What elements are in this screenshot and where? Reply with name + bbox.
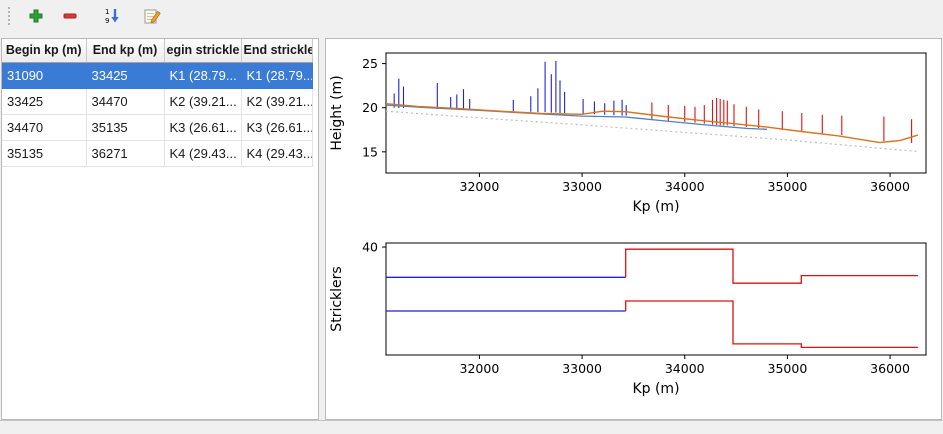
table-cell[interactable]: 35135 [86, 114, 165, 141]
y-axis-label: Height (m) [329, 75, 345, 150]
table-head-row: Begin kp (m) End kp (m) egin strickle End s… [2, 39, 313, 63]
strickler-flood-red [625, 300, 918, 349]
table-cell[interactable]: 36271 [86, 140, 165, 167]
y-tick-label: 40 [362, 240, 378, 255]
x-tick-label: 32000 [460, 361, 500, 376]
reference-line-dotted [385, 110, 918, 153]
table-body: 31090 33425 K1 (28.79... K1 (28.79... 33425 3… [2, 62, 313, 167]
table-cell[interactable]: K4 (29.43... [164, 140, 242, 167]
height-profile-chart: 32000 33000 34000 35000 36000 15 20 25 Kp (m) Hei… [329, 52, 927, 215]
stricklers-table: Begin kp (m) End kp (m) egin strickle End s… [2, 39, 313, 167]
remove-row-button[interactable] [57, 3, 83, 29]
column-header[interactable]: egin strickle [164, 39, 242, 63]
x-tick-label: 34000 [665, 179, 705, 194]
table-cell[interactable]: K3 (26.61... [164, 114, 242, 141]
x-tick-label: 35000 [768, 179, 808, 194]
table-row[interactable]: 33425 34470 K2 (39.21... K2 (39.21... [2, 88, 313, 115]
table-row[interactable]: 34470 35135 K3 (26.61... K3 (26.61... [2, 114, 313, 141]
column-header[interactable]: End strickler [241, 39, 313, 63]
table-cell[interactable]: K3 (26.61... [241, 114, 313, 141]
plot-area [385, 242, 927, 356]
y-axis-label: Stricklers [329, 266, 345, 331]
x-tick-label: 33000 [562, 179, 602, 194]
stricklers-table-panel: Begin kp (m) End kp (m) egin strickle End s… [1, 38, 319, 420]
y-tick-label: 20 [362, 100, 378, 115]
y-tick-label: 25 [362, 56, 378, 71]
profile-line-blue [385, 104, 767, 130]
x-tick-label: 35000 [768, 361, 808, 376]
status-bar [0, 420, 943, 434]
table-cell[interactable]: 33425 [2, 88, 87, 115]
remove-icon [63, 13, 77, 19]
toolbar: 1 9 [0, 0, 943, 32]
y-tick-label: 15 [362, 144, 378, 159]
table-row[interactable]: 35135 36271 K4 (29.43... K4 (29.43... [2, 140, 313, 167]
main-content: Begin kp (m) End kp (m) egin strickle End s… [0, 38, 943, 420]
table-cell[interactable]: K2 (39.21... [164, 88, 242, 115]
sort-digit-bottom: 9 [105, 17, 109, 25]
column-header[interactable]: End kp (m) [86, 39, 165, 63]
x-tick-label: 34000 [665, 361, 705, 376]
table-cell[interactable]: 33425 [86, 62, 165, 89]
profile-line-orange [385, 103, 919, 144]
sort-digit-top: 1 [105, 8, 109, 16]
x-tick-label: 36000 [870, 179, 910, 194]
table-cell[interactable]: 34470 [2, 114, 87, 141]
table-cell[interactable]: K1 (28.79... [241, 62, 313, 89]
table-cell[interactable]: 35135 [2, 140, 87, 167]
table-cell[interactable]: K1 (28.79... [164, 62, 242, 89]
column-header[interactable]: Begin kp (m) [2, 39, 87, 63]
add-icon [29, 9, 43, 23]
sort-button[interactable]: 1 9 [99, 3, 125, 29]
edit-icon [144, 9, 161, 24]
strickler-main-red [625, 248, 918, 284]
x-tick-label: 33000 [562, 361, 602, 376]
table-cell[interactable]: 34470 [86, 88, 165, 115]
table-cell[interactable]: 31090 [2, 62, 87, 89]
table-row[interactable]: 31090 33425 K1 (28.79... K1 (28.79... [2, 62, 313, 89]
table-cell[interactable]: K2 (39.21... [241, 88, 313, 115]
x-tick-label: 32000 [460, 179, 500, 194]
toolbar-drag-handle[interactable] [8, 7, 13, 25]
x-axis-label: Kp (m) [632, 199, 679, 215]
plot-area [385, 52, 927, 174]
edit-button[interactable] [139, 3, 165, 29]
table-cell[interactable]: K4 (29.43... [241, 140, 313, 167]
x-tick-label: 36000 [870, 361, 910, 376]
charts-panel: 32000 33000 34000 35000 36000 15 20 25 Kp (m) Hei… [325, 38, 942, 420]
stricklers-step-chart: 32000 33000 34000 35000 36000 40 Kp (m) Strickl… [329, 240, 927, 397]
add-row-button[interactable] [23, 3, 49, 29]
sort-numeric-ascending-icon: 1 9 [105, 8, 119, 25]
x-axis-label: Kp (m) [632, 381, 679, 397]
